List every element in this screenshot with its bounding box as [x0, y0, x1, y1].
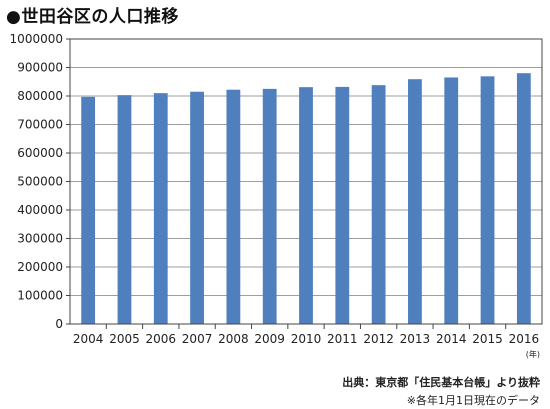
y-tick-label: 400000 — [17, 203, 63, 217]
x-tick-label: 2015 — [472, 332, 503, 346]
y-tick-label: 700000 — [17, 118, 63, 132]
plot-frame — [69, 38, 543, 325]
bar-2011 — [335, 86, 350, 324]
bar-2014 — [444, 77, 459, 324]
bars — [81, 73, 531, 325]
bar-2004 — [81, 96, 96, 324]
x-tick-label: 2007 — [182, 332, 213, 346]
y-tick-label: 100000 — [17, 289, 63, 303]
x-tick-label: 2012 — [363, 332, 394, 346]
x-tick-label: 2008 — [218, 332, 249, 346]
x-axis-unit: (年) — [526, 349, 540, 359]
x-tick-label: 2010 — [291, 332, 322, 346]
y-tick-label: 200000 — [17, 260, 63, 274]
bar-2015 — [480, 76, 495, 325]
chart-title: ●世田谷区の人口推移 — [6, 7, 179, 27]
x-tick-label: 2016 — [509, 332, 540, 346]
y-tick-label: 600000 — [17, 146, 63, 160]
x-tick-label: 2006 — [145, 332, 176, 346]
source-note: 出典：東京都「住民基本台帳」より抜粋 — [342, 376, 540, 389]
bar-2016 — [516, 73, 531, 324]
date-note: ※各年1月1日現在のデータ — [406, 394, 540, 407]
y-tick-label: 300000 — [17, 232, 63, 246]
y-tick-label: 0 — [55, 317, 63, 331]
x-tick-label: 2004 — [73, 332, 104, 346]
bar-2010 — [299, 87, 313, 324]
bar-2006 — [153, 93, 168, 325]
y-tick-label: 1000000 — [10, 32, 63, 46]
bar-2012 — [371, 85, 386, 324]
y-tick-label: 500000 — [17, 175, 63, 189]
x-tick-label: 2009 — [254, 332, 285, 346]
x-tick-label: 2013 — [400, 332, 431, 346]
x-axis-ticks: 2004 2005 2006 2007 2008 2009 2010 2011 2012 2013… — [73, 324, 539, 346]
bar-2008 — [226, 89, 241, 324]
bar-2005 — [117, 95, 132, 325]
x-tick-label: 2005 — [109, 332, 140, 346]
x-tick-label: 2014 — [436, 332, 467, 346]
bar-2009 — [262, 88, 277, 324]
y-axis-ticks: 0 100000 200000 300000 400000 500000 600000 700… — [10, 32, 70, 331]
y-tick-label: 900000 — [17, 61, 63, 75]
x-tick-label: 2011 — [327, 332, 358, 346]
bar-2007 — [190, 91, 204, 324]
y-tick-label: 800000 — [17, 89, 63, 103]
bar-chart: 0 100000 200000 300000 400000 500000 600000 700… — [10, 32, 543, 359]
bar-2013 — [408, 79, 422, 324]
